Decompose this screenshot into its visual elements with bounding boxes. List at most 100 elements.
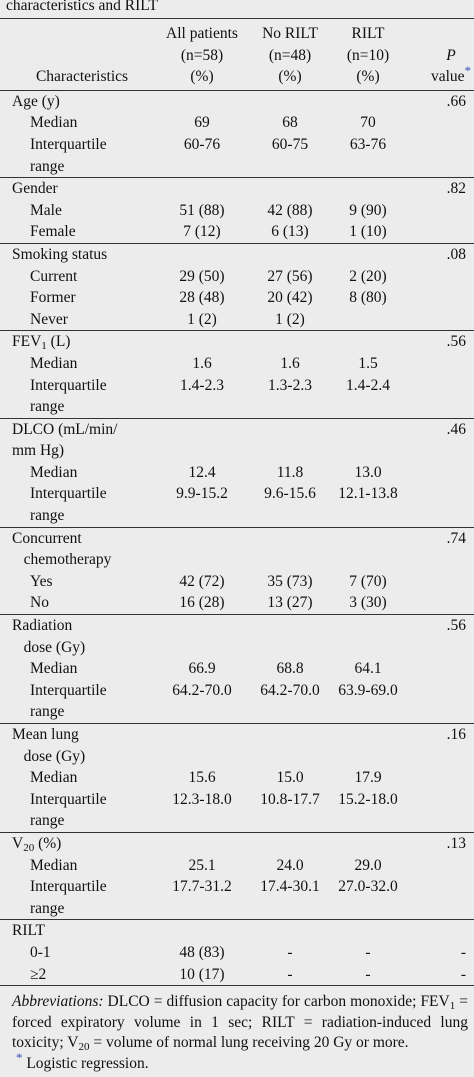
value-cell: 9.6-15.6 xyxy=(264,485,316,503)
column-header: Characteristics xyxy=(0,23,152,90)
value-cell: 29 (50) xyxy=(179,267,225,285)
p-value: .13 xyxy=(446,834,466,852)
value-cell xyxy=(152,527,252,571)
text-run: (L) xyxy=(46,333,71,351)
text-run: Characteristics xyxy=(35,68,129,86)
row-label: V20 (%) xyxy=(0,832,152,854)
row-label: Yes xyxy=(0,571,152,593)
text-run: (%) xyxy=(190,68,214,86)
p-value xyxy=(408,920,474,942)
text-run: Female xyxy=(30,223,76,241)
text-run: V xyxy=(12,834,24,852)
value-cell: 63.9-69.0 xyxy=(338,681,398,699)
text-run: Male xyxy=(30,201,62,219)
value-cell xyxy=(328,331,408,353)
cell-line: Interquartile xyxy=(30,375,152,397)
table-row: ≥2 10 (17) - - - xyxy=(0,964,474,986)
row-label: Interquartile range xyxy=(0,375,152,419)
value-cell: 9 (90) xyxy=(349,201,387,219)
subscript: 20 xyxy=(23,841,35,854)
text-run: Interquartile xyxy=(30,790,107,808)
cell-line: (n=48) xyxy=(252,45,328,67)
p-value xyxy=(408,221,474,243)
row-label: Male xyxy=(0,200,152,222)
value-cell xyxy=(252,178,328,200)
value-cell: 29.0 xyxy=(354,856,382,874)
value-cell: 27 (56) xyxy=(267,267,313,285)
text-run: range xyxy=(30,157,65,175)
cell-line: Never xyxy=(30,309,152,331)
text-run: = volume of normal lung receiving 20 Gy … xyxy=(89,1034,409,1052)
text-run: No RILT xyxy=(262,25,318,42)
value-cell: 42 (72) xyxy=(179,572,225,590)
value-cell xyxy=(152,615,252,659)
cell-line: value* xyxy=(428,63,474,88)
row-label: Median xyxy=(0,767,152,789)
value-cell: 68.8 xyxy=(276,660,304,678)
table-row: Former 28 (48) 20 (42) 8 (80) xyxy=(0,287,474,309)
cell-line: range xyxy=(30,701,152,723)
p-value xyxy=(408,680,474,724)
value-cell: 13.0 xyxy=(354,463,382,481)
text-run: DLCO = diffusion capacity for carbon mon… xyxy=(103,993,450,1011)
data-table: Characteristics All patients (n=58) (%) No R… xyxy=(0,23,474,986)
value-cell xyxy=(252,90,328,112)
row-label: Current xyxy=(0,266,152,288)
p-value xyxy=(408,353,474,375)
text-run: = forced expiratory volume in 1 sec; RIL… xyxy=(12,993,468,1052)
cell-line: Yes xyxy=(30,571,152,593)
cell-line: dose (Gy) xyxy=(12,746,152,768)
row-label: Median xyxy=(0,658,152,680)
value-cell xyxy=(328,418,408,462)
footnote-mark: * xyxy=(464,63,472,79)
value-cell xyxy=(252,724,328,768)
table-row: Interquartile range 17.7-31.2 17.4-30.1 27.0… xyxy=(0,876,474,920)
text-run: (n=48) xyxy=(268,46,312,64)
subscript: 1 xyxy=(449,1000,456,1013)
p-value xyxy=(408,876,474,920)
table-row: Interquartile range 1.4-2.3 1.3-2.3 1.4-2.4 xyxy=(0,375,474,419)
value-cell xyxy=(252,920,328,942)
column-header: All patients (n=58) (%) xyxy=(152,23,252,90)
text-run: Former xyxy=(30,289,76,307)
italic-text: P xyxy=(446,46,456,64)
p-value xyxy=(408,309,474,331)
cell-line: dose (Gy) xyxy=(12,637,152,659)
table-row: Never 1 (2) 1 (2) xyxy=(0,309,474,331)
value-cell xyxy=(328,527,408,571)
table-row: Gender .82 xyxy=(0,178,474,200)
cell-line: Median xyxy=(30,112,152,134)
p-value xyxy=(408,134,474,178)
row-group: Smoking status .08 Current 29 (50) 27 (56) 2 … xyxy=(0,243,474,330)
text-run: RILT xyxy=(351,25,385,42)
column-header: RILT (n=10) (%) xyxy=(328,23,408,90)
text-run: Yes xyxy=(30,572,53,590)
table-row: Interquartile range 9.9-15.2 9.6-15.6 12.1-1… xyxy=(0,483,474,527)
cell-line: Median xyxy=(30,658,152,680)
cell-line: (%) xyxy=(328,66,408,88)
value-cell: 28 (48) xyxy=(179,289,225,307)
cell-line: DLCO (mL/min/ xyxy=(12,419,152,441)
row-label: Gender xyxy=(0,178,152,200)
cell-line: Median xyxy=(30,767,152,789)
footnote: Abbreviations: DLCO = diffusion capacity… xyxy=(12,992,468,1054)
table-row: Interquartile range 60-76 60-75 63-76 xyxy=(0,134,474,178)
text-run: dose (Gy) xyxy=(12,747,86,765)
cell-line: Former xyxy=(30,287,152,309)
text-run: (n=10) xyxy=(346,46,390,64)
value-cell xyxy=(328,90,408,112)
row-label: Smoking status xyxy=(0,243,152,265)
subscript: 20 xyxy=(78,1041,90,1054)
text-run: Current xyxy=(30,267,78,285)
row-label: Age (y) xyxy=(0,90,152,112)
p-value: .08 xyxy=(446,245,466,263)
row-group: Radiation dose (Gy) .56 Median 66.9 68.8 64.1… xyxy=(0,614,474,724)
value-cell: 1 (10) xyxy=(349,223,387,241)
p-value xyxy=(408,462,474,484)
header-row: Characteristics All patients (n=58) (%) No R… xyxy=(0,23,474,91)
value-cell: 1 (2) xyxy=(187,310,217,328)
row-group: Mean lung dose (Gy) .16 Median 15.6 15.0 17.9… xyxy=(0,723,474,833)
p-value: .46 xyxy=(446,420,466,438)
value-cell: 42 (88) xyxy=(267,201,313,219)
